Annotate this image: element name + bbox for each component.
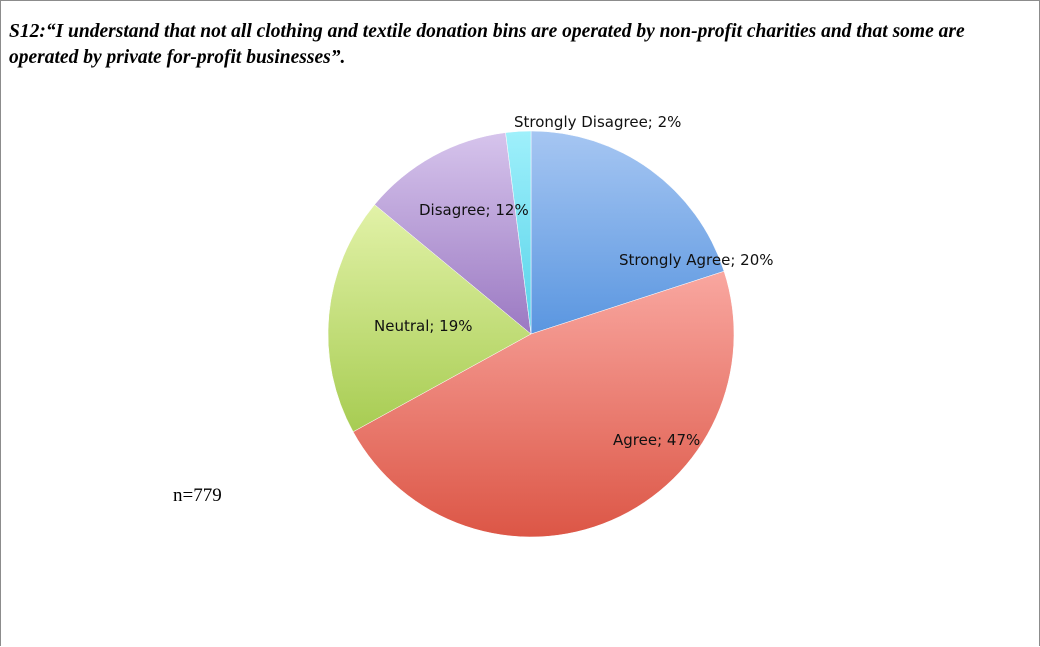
pie-slice-strongly-agree: [530, 130, 725, 335]
sample-size-label: n=779: [173, 485, 222, 506]
pie-slice-neutral: [327, 204, 532, 433]
pie-slice-disagree: [374, 132, 532, 335]
pie-label-neutral: Neutral; 19%: [374, 317, 473, 335]
pie-slice-agree: [352, 270, 735, 538]
pie-slice-strongly-disagree: [505, 130, 532, 335]
chart-title: S12:“I understand that not all clothing …: [9, 21, 965, 68]
pie-label-strongly-disagree: Strongly Disagree; 2%: [514, 113, 681, 131]
pie-label-disagree: Disagree; 12%: [419, 201, 529, 219]
pie-label-strongly-agree: Strongly Agree; 20%: [619, 251, 774, 269]
pie-label-agree: Agree; 47%: [613, 431, 700, 449]
